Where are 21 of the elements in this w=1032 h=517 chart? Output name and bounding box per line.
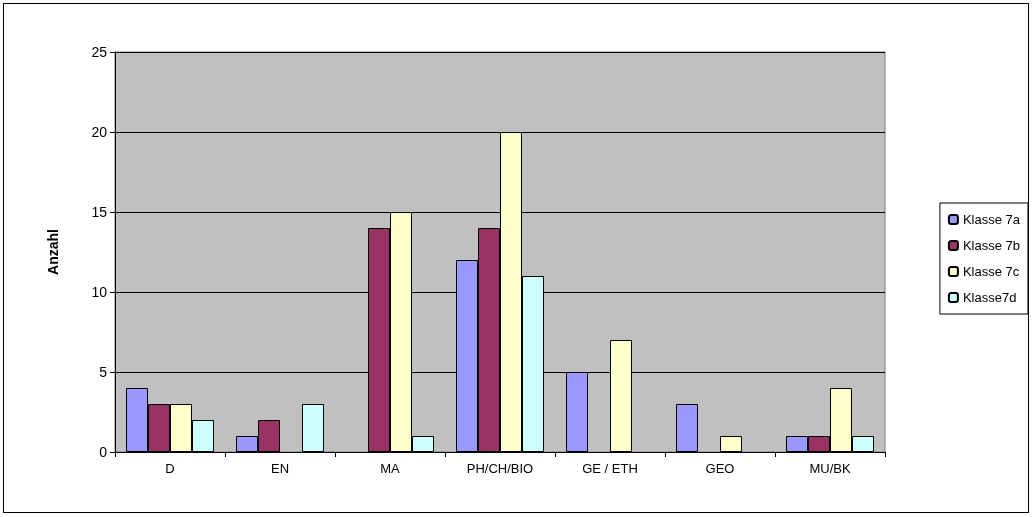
legend-label: Klasse 7a xyxy=(962,212,1021,227)
bar xyxy=(720,436,742,452)
y-tick-label: 20 xyxy=(91,124,108,140)
x-tick-label: MU/BK xyxy=(809,461,851,476)
bar xyxy=(302,404,324,452)
y-tick-label: 5 xyxy=(99,364,108,380)
y-tick-label: 10 xyxy=(91,284,108,300)
bar xyxy=(676,404,698,452)
x-tick-label: EN xyxy=(270,461,290,476)
x-tick-label: D xyxy=(165,461,175,476)
y-tick-label: 25 xyxy=(91,44,108,60)
x-tick-label: MA xyxy=(380,461,401,476)
y-tick-label: 15 xyxy=(91,204,108,220)
x-tick-label: GEO xyxy=(705,461,735,476)
y-axis-title: Anzahl xyxy=(45,229,61,275)
y-tick-label: 0 xyxy=(99,444,108,460)
legend-label: Klasse 7c xyxy=(962,264,1020,279)
x-tick-label: GE / ETH xyxy=(582,461,638,476)
legend-label: Klasse 7b xyxy=(962,238,1020,253)
legend-label: Klasse7d xyxy=(962,290,1017,305)
x-tick-label: PH/CH/BIO xyxy=(466,461,534,476)
